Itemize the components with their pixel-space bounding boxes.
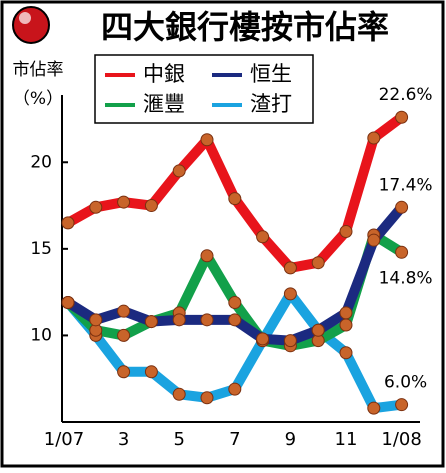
data-point (144, 365, 158, 379)
data-point (283, 261, 297, 275)
y-axis-label: 市佔率 (13, 60, 64, 80)
data-point (117, 304, 131, 318)
data-point (200, 391, 214, 405)
data-point (339, 225, 353, 239)
data-point (144, 199, 158, 213)
value-label: 17.4% (379, 175, 433, 195)
data-point (256, 332, 270, 346)
data-point (200, 133, 214, 147)
data-point (117, 365, 131, 379)
legend-label: 中銀 (143, 62, 185, 86)
legend-label: 渣打 (250, 92, 292, 116)
data-point (395, 200, 409, 214)
data-point (144, 315, 158, 329)
data-point (339, 306, 353, 320)
data-point (61, 296, 75, 310)
data-point (395, 110, 409, 124)
data-point (339, 346, 353, 360)
data-point (395, 398, 409, 412)
y-tick-label: 15 (30, 239, 52, 259)
y-tick-label: 20 (30, 152, 52, 172)
data-point (283, 334, 297, 348)
data-point (200, 313, 214, 327)
value-label: 14.8% (379, 268, 433, 288)
data-point (311, 323, 325, 337)
value-label: 6.0% (384, 373, 427, 393)
value-label: 22.6% (379, 85, 433, 105)
data-point (228, 192, 242, 206)
data-point (256, 230, 270, 244)
x-tick-label: 11 (335, 429, 358, 450)
legend-label: 滙豐 (143, 92, 185, 116)
title-icon-shine (19, 12, 31, 24)
y-tick-label: 10 (30, 325, 52, 345)
x-tick-label: 9 (285, 429, 296, 450)
data-point (339, 318, 353, 332)
legend-label: 恒生 (250, 62, 292, 86)
data-point (228, 382, 242, 396)
y-axis-label: （%） (13, 89, 63, 109)
x-tick-label: 7 (229, 429, 240, 450)
data-point (89, 313, 103, 327)
data-point (311, 256, 325, 270)
x-tick-label: 5 (173, 429, 184, 450)
data-point (395, 245, 409, 259)
data-point (61, 216, 75, 230)
data-point (117, 195, 131, 209)
data-point (117, 328, 131, 342)
chart-title: 四大銀行樓按市佔率 (101, 8, 389, 46)
data-point (228, 313, 242, 327)
data-point (367, 401, 381, 415)
data-point (283, 287, 297, 301)
x-tick-label: 1/08 (381, 429, 421, 450)
data-point (172, 313, 186, 327)
data-point (172, 164, 186, 178)
data-point (200, 249, 214, 263)
legend-box (94, 54, 314, 124)
data-point (228, 296, 242, 310)
x-tick-label: 3 (118, 429, 129, 450)
x-tick-label: 1/07 (44, 429, 84, 450)
data-point (172, 387, 186, 401)
data-point (367, 131, 381, 145)
data-point (367, 233, 381, 247)
title-icon (12, 6, 50, 44)
data-point (89, 200, 103, 214)
